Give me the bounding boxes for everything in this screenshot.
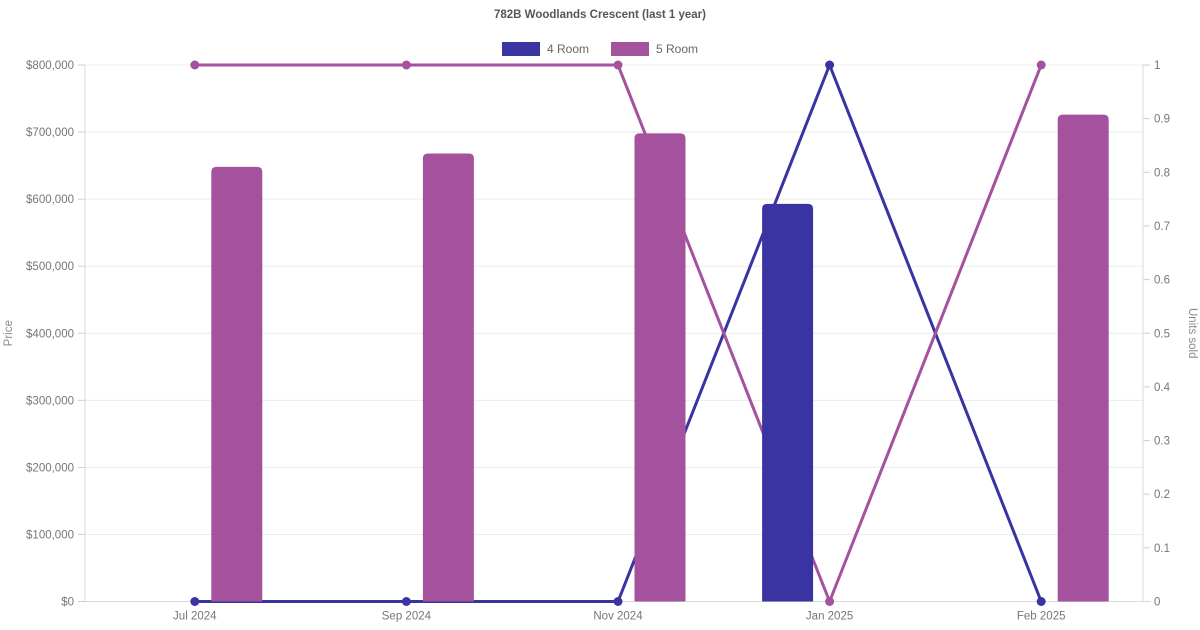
bar-5-room-sep-2024[interactable]	[422, 153, 474, 602]
y-right-tick-label: 0.2	[1154, 489, 1170, 501]
legend-swatch-4-room-icon	[501, 42, 540, 56]
y-right-tick-label: 0	[1154, 597, 1160, 609]
data-point-5-room-feb-2025[interactable]	[1036, 60, 1046, 70]
y-right-tick-label: 0.8	[1154, 167, 1170, 179]
y-left-axis-title: Price	[3, 320, 15, 346]
x-tick-label: Feb 2025	[1017, 611, 1066, 623]
y-right-tick-label: 0.1	[1154, 543, 1170, 555]
data-point-5-room-jul-2024[interactable]	[190, 60, 200, 70]
y-left-tick-label: $300,000	[26, 395, 74, 407]
legend-label-4-room: 4 Room	[546, 42, 589, 56]
data-point-4-room-feb-2025[interactable]	[1036, 597, 1046, 606]
x-tick-label: Jan 2025	[806, 611, 853, 623]
y-right-tick-label: 0.5	[1154, 328, 1170, 340]
y-left-tick-label: $500,000	[26, 261, 74, 273]
x-tick-label: Sep 2024	[382, 611, 432, 623]
data-point-4-room-nov-2024[interactable]	[613, 597, 623, 606]
y-right-tick-label: 0.4	[1154, 382, 1171, 394]
y-left-tick-label: $0	[61, 597, 74, 609]
data-point-5-room-sep-2024[interactable]	[401, 60, 411, 70]
y-right-tick-label: 1	[1154, 60, 1160, 72]
chart-title: 782B Woodlands Crescent (last 1 year)	[494, 9, 706, 21]
y-right-tick-label: 0.7	[1154, 221, 1170, 233]
y-right-tick-label: 0.6	[1154, 275, 1170, 287]
bar-4-room-jan-2025[interactable]	[762, 203, 814, 602]
y-left-tick-label: $800,000	[26, 60, 74, 72]
data-point-4-room-jan-2025[interactable]	[825, 60, 835, 70]
legend-item-4-room[interactable]: 4 Room	[501, 42, 589, 56]
y-left-tick-label: $100,000	[26, 529, 74, 541]
x-tick-label: Jul 2024	[173, 611, 217, 623]
legend-swatch-5-room-icon	[611, 42, 649, 56]
y-right-axis-title: Units sold	[1186, 308, 1198, 359]
data-point-5-room-nov-2024[interactable]	[613, 60, 623, 70]
y-left-tick-label: $400,000	[26, 328, 74, 340]
legend-item-5-room[interactable]: 5 Room	[611, 42, 698, 56]
y-left-tick-label: $700,000	[26, 127, 74, 139]
y-right-tick-label: 0.3	[1154, 436, 1170, 448]
legend-label-5-room: 5 Room	[656, 42, 699, 56]
data-point-5-room-jan-2025[interactable]	[825, 597, 835, 606]
data-point-4-room-jul-2024[interactable]	[190, 597, 200, 606]
bar-5-room-jul-2024[interactable]	[211, 166, 263, 602]
y-left-tick-label: $600,000	[26, 194, 74, 206]
y-left-tick-label: $200,000	[26, 462, 74, 474]
data-point-4-room-sep-2024[interactable]	[401, 597, 411, 606]
legend: 4 Room 5 Room	[0, 42, 1200, 56]
bar-5-room-nov-2024[interactable]	[634, 133, 686, 602]
bar-5-room-feb-2025[interactable]	[1057, 114, 1109, 602]
x-tick-label: Nov 2024	[593, 611, 643, 623]
y-right-tick-label: 0.9	[1154, 114, 1170, 126]
